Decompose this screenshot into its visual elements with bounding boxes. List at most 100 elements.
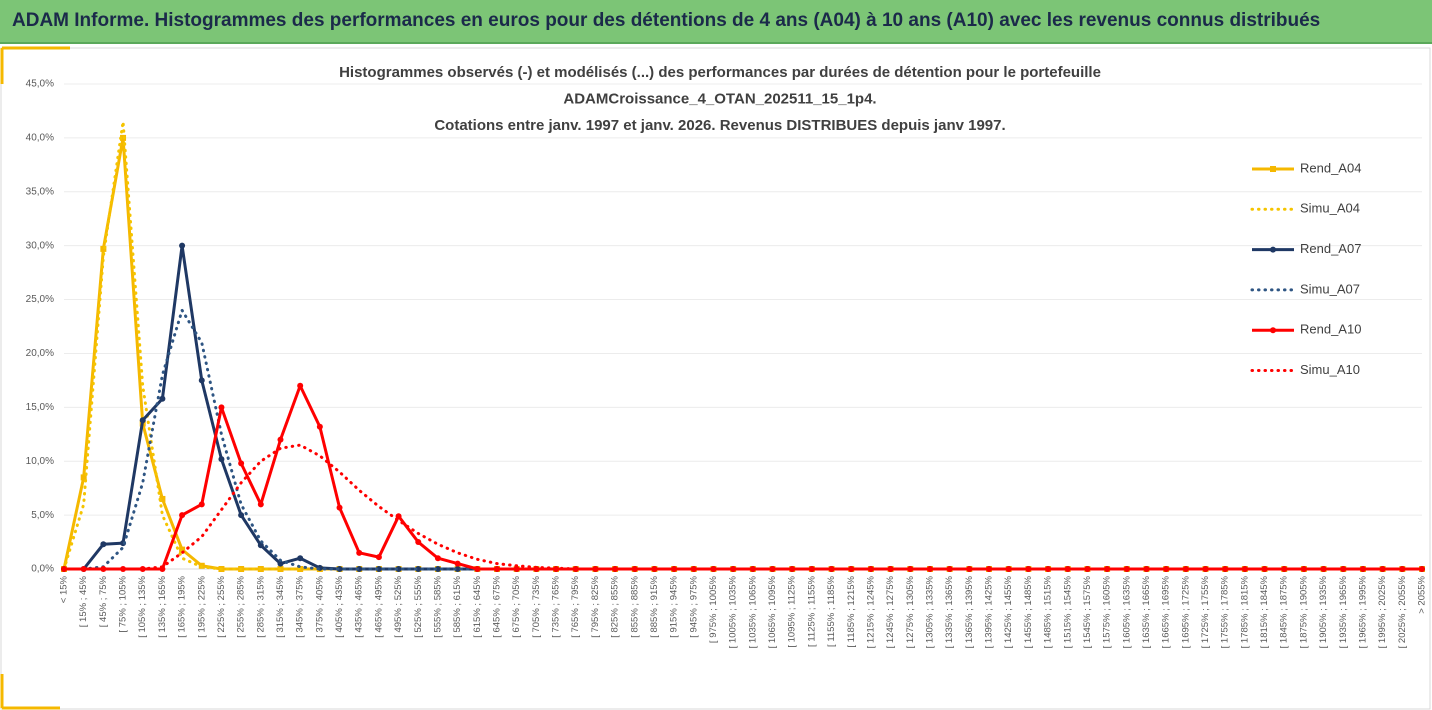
x-tick-label: [ 1515% ; 1545% [1062,575,1073,648]
marker [966,566,973,572]
marker [395,566,402,572]
x-tick-label: [ 135% ; 165% [157,575,168,637]
chart-frame [0,47,1431,710]
x-tick-label: [ 1425% ; 1455% [1003,575,1014,648]
marker [100,245,107,252]
x-tick-label: [ 1245% ; 1275% [885,575,896,648]
x-tick-label: [ 435% ; 465% [354,575,365,637]
y-tick-label: 30,0% [26,240,54,251]
marker [493,566,500,572]
x-tick-label: [ 795% ; 825% [590,575,601,637]
marker [218,456,225,463]
x-tick-label: [ 195% ; 225% [196,575,207,637]
header: ADAM Informe. Histogrammes des performan… [0,0,1432,44]
marker [415,539,422,546]
x-tick-label: [ 1275% ; 1305% [905,575,916,648]
marker [828,566,835,572]
marker [179,546,186,553]
marker [375,554,382,561]
legend-label: Rend_A10 [1300,322,1361,337]
x-tick-label: [ 1155% ; 1185% [826,575,837,647]
x-tick-label: > 2055% [1417,575,1428,613]
x-tick-label: [ 1005% ; 1035% [728,575,739,648]
marker [297,555,304,562]
frame-accent [0,46,70,710]
x-tick-label: [ 615% ; 645% [472,575,483,637]
marker [769,566,776,572]
x-tick-label: [ 1635% ; 1665% [1141,575,1152,648]
x-tick-label: [ 1545% ; 1575% [1082,575,1093,648]
x-tick-label: [ 705% ; 735% [531,575,542,637]
marker [907,566,914,572]
marker [848,566,855,572]
x-tick-label: [ 345% ; 375% [295,575,306,637]
x-tick-label: [ 1845% ; 1875% [1279,575,1290,648]
x-tick-label: [ 765% ; 795% [570,575,581,637]
marker [1379,566,1386,572]
marker [375,566,382,572]
x-tick-label: [ 315% ; 345% [275,575,286,637]
marker [513,566,520,572]
x-tick-label: [ 165% ; 195% [177,575,188,637]
x-tick-label: [ 1755% ; 1785% [1220,575,1231,648]
x-tick-label: [ 1035% ; 1065% [747,575,758,648]
x-tick-label: [ 1485% ; 1515% [1043,575,1054,648]
x-tick-label: [ 45% ; 75% [98,575,109,627]
x-tick-label: [ 1995% ; 2025% [1377,575,1388,648]
legend-label: Simu_A10 [1300,362,1360,377]
x-tick-label: [ 75% ; 105% [118,575,129,632]
marker [100,541,107,548]
x-tick-label: [ 525% ; 555% [413,575,424,637]
x-tick-label: [ 1575% ; 1605% [1102,575,1113,648]
marker [454,560,461,567]
marker [238,460,245,467]
x-tick-label: [ 1965% ; 1995% [1357,575,1368,648]
marker [159,495,166,502]
y-tick-label: 45,0% [26,79,54,90]
marker [454,566,461,572]
marker [434,566,441,572]
marker [867,566,874,572]
y-tick-label: 40,0% [26,133,54,144]
x-tick-label: [ 1455% ; 1485% [1023,575,1034,648]
x-tick-label: [ 1125% ; 1155% [806,575,817,647]
marker [159,395,166,402]
legend-marker [1270,166,1276,172]
marker [277,436,284,443]
x-tick-label: [ 1695% ; 1725% [1180,575,1191,648]
y-tick-label: 35,0% [26,186,54,197]
marker [651,566,658,572]
marker [277,560,284,567]
x-tick-label: [ 855% ; 885% [629,575,640,637]
x-tick-label: [ 1935% ; 1965% [1338,575,1349,648]
x-tick-label: [ 1185% ; 1215% [846,575,857,647]
legend-label: Rend_A04 [1300,160,1361,175]
marker [808,566,815,572]
marker [356,549,363,556]
x-tick-label: [ 255% ; 285% [236,575,247,637]
x-tick-label: [ 375% ; 405% [314,575,325,637]
x-tick-label: [ 885% ; 915% [649,575,660,637]
marker [316,423,323,430]
legend-marker [1270,327,1276,334]
x-tick-label: [ 1065% ; 1095% [767,575,778,648]
chart: Histogrammes observés (-) et modélisés (… [0,46,1431,710]
marker [198,501,205,508]
marker [434,555,441,562]
marker [356,566,363,572]
marker [1359,566,1366,572]
x-tick-label: [ 405% ; 435% [334,575,345,637]
marker [297,382,304,389]
chart-title: Cotations entre janv. 1997 et janv. 2026… [434,117,1005,134]
marker [336,566,343,572]
x-tick-label: [ 1725% ; 1755% [1200,575,1211,648]
y-tick-label: 20,0% [26,348,54,359]
marker [1419,566,1425,572]
marker [887,566,894,572]
marker [218,404,225,411]
y-tick-label: 0,0% [31,564,54,575]
marker [946,566,953,572]
y-tick-label: 15,0% [26,402,54,413]
marker [671,566,678,572]
